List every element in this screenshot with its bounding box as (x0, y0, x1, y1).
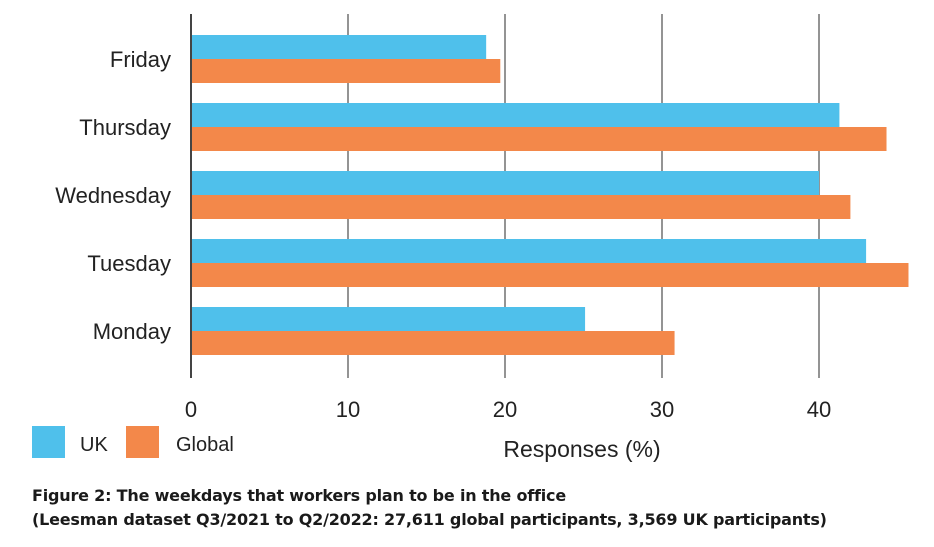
bar-global-tuesday (191, 263, 909, 287)
bar-uk-thursday (191, 103, 840, 127)
legend: UK Global (32, 426, 234, 458)
bar-uk-wednesday (191, 171, 819, 195)
bar-uk-friday (191, 35, 487, 59)
bar-global-wednesday (191, 195, 851, 219)
bar-uk-tuesday (191, 239, 867, 263)
x-tick-label: 20 (493, 397, 517, 422)
category-labels: Friday Thursday Wednesday Tuesday Monday (55, 47, 171, 344)
legend-swatch-uk (32, 426, 65, 458)
legend-label-uk: UK (80, 434, 108, 456)
bar-chart: Friday Thursday Wednesday Tuesday Monday 0 10… (32, 14, 909, 462)
category-label-monday: Monday (93, 319, 171, 344)
x-axis-title: Responses (%) (503, 436, 660, 462)
bar-global-monday (191, 331, 675, 355)
x-tick-label: 40 (807, 397, 831, 422)
x-tick-label: 10 (336, 397, 360, 422)
figure-caption-source: (Leesman dataset Q3/2021 to Q2/2022: 27,… (32, 510, 827, 529)
bar-global-thursday (191, 127, 887, 151)
legend-label-global: Global (176, 434, 234, 456)
legend-swatch-global (126, 426, 159, 458)
x-tick-label: 0 (185, 397, 197, 422)
bar-uk-monday (191, 307, 586, 331)
bars (191, 35, 909, 355)
x-tick-labels: 0 10 20 30 40 (185, 397, 831, 422)
category-label-wednesday: Wednesday (55, 183, 171, 208)
figure-caption-title: Figure 2: The weekdays that workers plan… (32, 486, 566, 505)
category-label-tuesday: Tuesday (87, 251, 171, 276)
category-label-thursday: Thursday (79, 115, 171, 140)
x-tick-label: 30 (650, 397, 674, 422)
category-label-friday: Friday (110, 47, 171, 72)
bar-global-friday (191, 59, 501, 83)
